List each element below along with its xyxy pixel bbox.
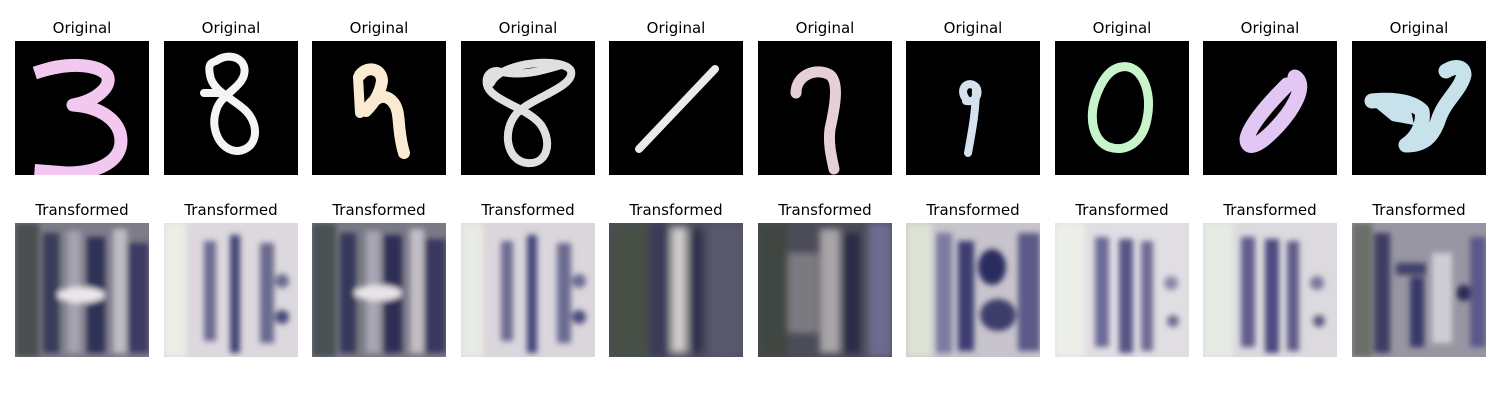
panel-title: Transformed (758, 201, 892, 219)
transformed-image (312, 223, 446, 357)
panel-title: Original (1055, 19, 1189, 37)
panel-title: Original (164, 19, 298, 37)
original-digit-image (609, 41, 743, 175)
original-digit-image (164, 41, 298, 175)
original-digit-image (312, 41, 446, 175)
panel-title: Transformed (1203, 201, 1337, 219)
panel-title: Transformed (312, 201, 446, 219)
transformed-image (906, 223, 1040, 357)
original-digit-image (1203, 41, 1337, 175)
panel-title: Original (609, 19, 743, 37)
panel-title: Transformed (15, 201, 149, 219)
original-digit-image (461, 41, 595, 175)
panel-title: Original (461, 19, 595, 37)
transformed-image (758, 223, 892, 357)
original-digit-image (906, 41, 1040, 175)
transformed-image (461, 223, 595, 357)
panel-title: Transformed (1055, 201, 1189, 219)
transformed-image (609, 223, 743, 357)
original-digit-image (1055, 41, 1189, 175)
transformed-image (1055, 223, 1189, 357)
original-digit-image (15, 41, 149, 175)
transformed-image (15, 223, 149, 357)
panel-title: Transformed (1352, 201, 1486, 219)
panel-title: Transformed (609, 201, 743, 219)
panel-title: Original (1352, 19, 1486, 37)
panel-title: Original (1203, 19, 1337, 37)
panel-title: Original (312, 19, 446, 37)
panel-title: Original (906, 19, 1040, 37)
panel-title: Transformed (461, 201, 595, 219)
panel-title: Original (758, 19, 892, 37)
panel-title: Transformed (164, 201, 298, 219)
original-digit-image (1352, 41, 1486, 175)
transformed-image (1203, 223, 1337, 357)
panel-title: Transformed (906, 201, 1040, 219)
original-digit-image (758, 41, 892, 175)
transformed-image (164, 223, 298, 357)
transformed-image (1352, 223, 1486, 357)
panel-title: Original (15, 19, 149, 37)
